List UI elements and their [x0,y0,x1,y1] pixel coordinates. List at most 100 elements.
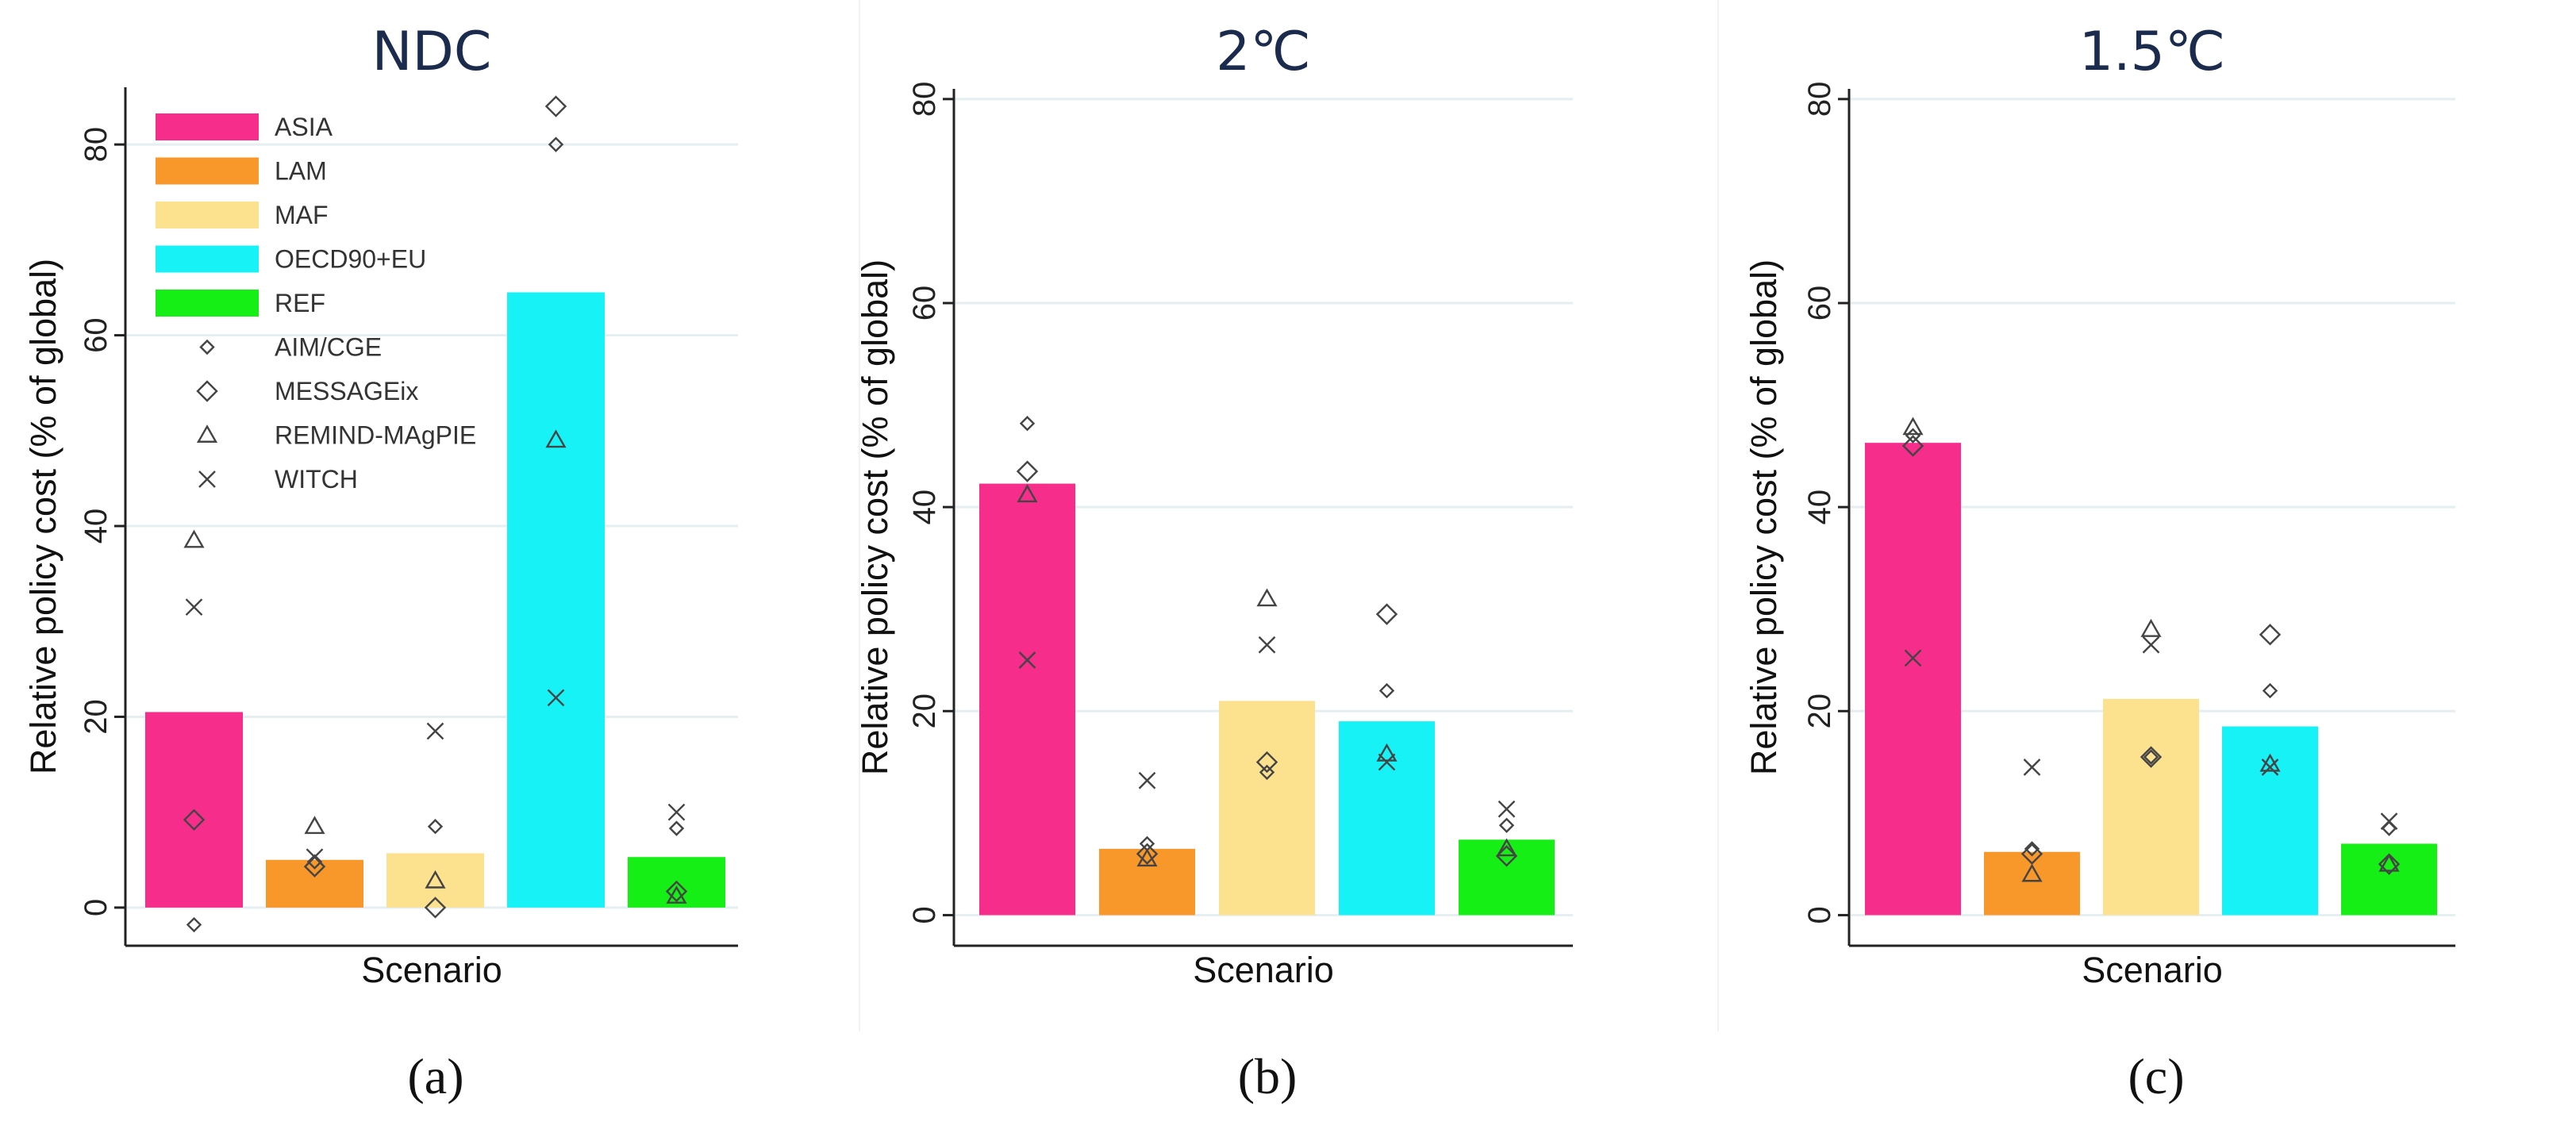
y-tick-label: 40 [907,490,942,525]
y-tick-label: 80 [79,127,113,163]
bar-maf: MAF: 21 [1219,701,1315,916]
panel-caption: (b) [1238,1048,1298,1104]
marker-aim-cge-lam: AIM/CGE LAM: 4.8 [306,854,323,870]
bar-asia: ASIA: 42.3 [979,483,1075,916]
chart-panel-ndc: ASIA: 20.5LAM: 5MAF: 5.7OECD90+EU: 64.5R… [23,21,738,1104]
y-axis-label: Relative policy cost (% of global) [1744,259,1784,775]
marker-messageix-asia: MESSAGEix ASIA: 46 [1901,435,1924,457]
marker-remind-magpie-asia: REMIND-MAgPIE ASIA: 38.5 [183,529,205,548]
marker-witch-maf: WITCH MAF: 26.5 [2142,636,2160,654]
marker-aim-cge-maf: AIM/CGE MAF: 8.5 [427,819,444,835]
bar-oecd90-eu: OECD90+EU: 19 [1339,721,1435,916]
chart-title: 1.5℃ [2079,21,2226,83]
marker-witch-ref: WITCH REF: 10.4 [1498,800,1516,818]
chart-panel-1-5c: ASIA: 46.3 LAM: 6.2 MAF: 21.2OECD90+EU: 18… [1717,0,2455,1104]
bar-lam: LAM: 6.5 [1099,848,1195,916]
marker-witch-oecd90-eu: WITCH OECD90+EU: 14.5 [2261,758,2279,776]
bar-lam: LAM: 6.2 [1984,851,2080,916]
marker-remind-magpie-ref: REMIND-MAgPIE REF: 5 [2378,853,2400,872]
marker-messageix-lam: MESSAGEix LAM: 6 [1136,843,1159,865]
y-tick-label: 80 [1802,82,1837,117]
marker-messageix-asia: MESSAGEix ASIA: 9.2 [183,808,206,831]
panel-caption: (c) [2128,1048,2184,1104]
marker-witch-ref: WITCH REF: 10 [667,803,686,821]
y-tick-label: 0 [907,906,942,924]
legend-label-ref: REF [275,289,325,317]
bar-maf: MAF: 21.2 [2103,698,2199,916]
marker-remind-magpie-oecd90-eu: REMIND-MAgPIE OECD90+EU: 15.8 [1376,743,1398,762]
bar-maf: MAF: 5.7 [386,853,484,908]
legend-swatch-lam [156,157,259,185]
marker-remind-magpie-asia: REMIND-MAgPIE ASIA: 47.8 [1902,417,1924,436]
y-tick-label: 60 [79,317,113,353]
legend-label-messageix: MESSAGEix [275,377,418,405]
legend-label-oecd90-eu: OECD90+EU [275,245,426,274]
marker-witch-lam: WITCH LAM: 5.3 [306,848,324,866]
marker-messageix-maf: MESSAGEix MAF: 15.5 [2140,746,2163,768]
legend-swatch-maf [156,202,259,228]
bar-asia: ASIA: 46.3 [1865,443,1961,916]
panel-caption: (a) [407,1048,463,1104]
y-tick-label: 20 [79,699,113,735]
bar-ref: REF: 7.4 [1459,839,1555,916]
legend-marker-messageix [196,380,218,402]
marker-remind-magpie-lam: REMIND-MAgPIE LAM: 5.5 [1136,848,1158,867]
bar-oecd90-eu: OECD90+EU: 18.5 [2222,726,2318,916]
legend-label-witch: WITCH [275,465,358,493]
marker-remind-magpie-maf: REMIND-MAgPIE MAF: 28 [2140,619,2162,637]
marker-messageix-oecd90-eu: MESSAGEix OECD90+EU: 29.5 [1375,603,1398,625]
legend-label-maf: MAF [275,201,329,229]
y-axis-label: Relative policy cost (% of global) [23,259,63,774]
marker-aim-cge-oecd90-eu: AIM/CGE OECD90+EU: 22 [2262,682,2278,699]
y-tick-label: 20 [1802,693,1837,729]
marker-witch-lam: WITCH LAM: 14.5 [2023,758,2041,776]
legend: ASIA LAM MAF OECD90+EU REF AIM/CGE MESSAGEix RE… [156,113,476,493]
marker-aim-cge-ref: AIM/CGE REF: 8.8 [1498,817,1515,833]
marker-witch-ref: WITCH REF: 9.2 [2380,812,2398,830]
legend-marker-remind-magpie [196,424,218,443]
x-axis-label: Scenario [1193,950,1334,990]
marker-aim-cge-oecd90-eu: AIM/CGE OECD90+EU: 80 [548,136,564,152]
chart-title: NDC [372,21,492,83]
legend-swatch-oecd90-eu [156,245,259,273]
y-tick-label: 40 [1802,490,1837,525]
marker-witch-maf: WITCH MAF: 26.5 [1258,636,1276,654]
chart-panel-2c: ASIA: 42.3LAM: 6.5MAF: 21OECD90+EU: 19RE… [855,0,1573,1104]
marker-aim-cge-maf: AIM/CGE MAF: 14 [1259,764,1275,781]
chart-title: 2℃ [1216,21,1311,83]
marker-aim-cge-asia: AIM/CGE ASIA: -1.8 [186,916,202,933]
marker-messageix-oecd90-eu: MESSAGEix OECD90+EU: 27.5 [2259,624,2282,646]
marker-messageix-ref: MESSAGEix REF: 1.7 [665,880,688,903]
marker-witch-asia: WITCH ASIA: 25 [1018,651,1036,669]
legend-label-aim-cge: AIM/CGE [275,333,382,362]
marker-remind-magpie-maf: REMIND-MAgPIE MAF: 31 [1256,588,1278,607]
marker-messageix-oecd90-eu: MESSAGEix OECD90+EU: 84 [544,95,567,117]
marker-witch-oecd90-eu: WITCH OECD90+EU: 22 [547,689,565,707]
x-axis-label: Scenario [2082,950,2223,990]
marker-aim-cge-ref: AIM/CGE REF: 8.5 [2381,820,2397,836]
marker-aim-cge-lam: AIM/CGE LAM: 6.5 [2024,841,2040,857]
marker-messageix-asia: MESSAGEix ASIA: 43.5 [1016,460,1039,482]
y-tick-label: 40 [79,509,113,544]
legend-marker-witch [198,470,216,488]
y-tick-label: 0 [79,899,113,916]
legend-label-lam: LAM [275,157,327,186]
y-tick-label: 80 [907,82,942,117]
marker-witch-asia: WITCH ASIA: 25.2 [1904,649,1922,667]
marker-remind-magpie-maf: REMIND-MAgPIE MAF: 2.8 [425,870,446,889]
bar-oecd90-eu: OECD90+EU: 64.5 [507,292,605,908]
marker-aim-cge-ref: AIM/CGE REF: 8.3 [668,820,685,836]
y-tick-label: 20 [907,693,942,729]
y-axis-label: Relative policy cost (% of global) [855,259,895,775]
y-tick-label: 60 [1802,286,1837,321]
marker-aim-cge-asia: AIM/CGE ASIA: 48.2 [1019,416,1036,432]
marker-witch-asia: WITCH ASIA: 31.5 [185,598,203,616]
marker-remind-magpie-oecd90-eu: REMIND-MAgPIE OECD90+EU: 49 [545,429,567,448]
marker-witch-lam: WITCH LAM: 13.2 [1138,771,1156,789]
marker-remind-magpie-ref: REMIND-MAgPIE REF: 1.2 [666,885,687,904]
marker-messageix-ref: MESSAGEix REF: 5 [2378,853,2401,875]
legend-swatch-ref [156,290,259,317]
marker-witch-maf: WITCH MAF: 18.5 [426,722,444,740]
legend-marker-aim-cge [199,339,215,355]
marker-remind-magpie-ref: REMIND-MAgPIE REF: 6.5 [1496,838,1517,857]
